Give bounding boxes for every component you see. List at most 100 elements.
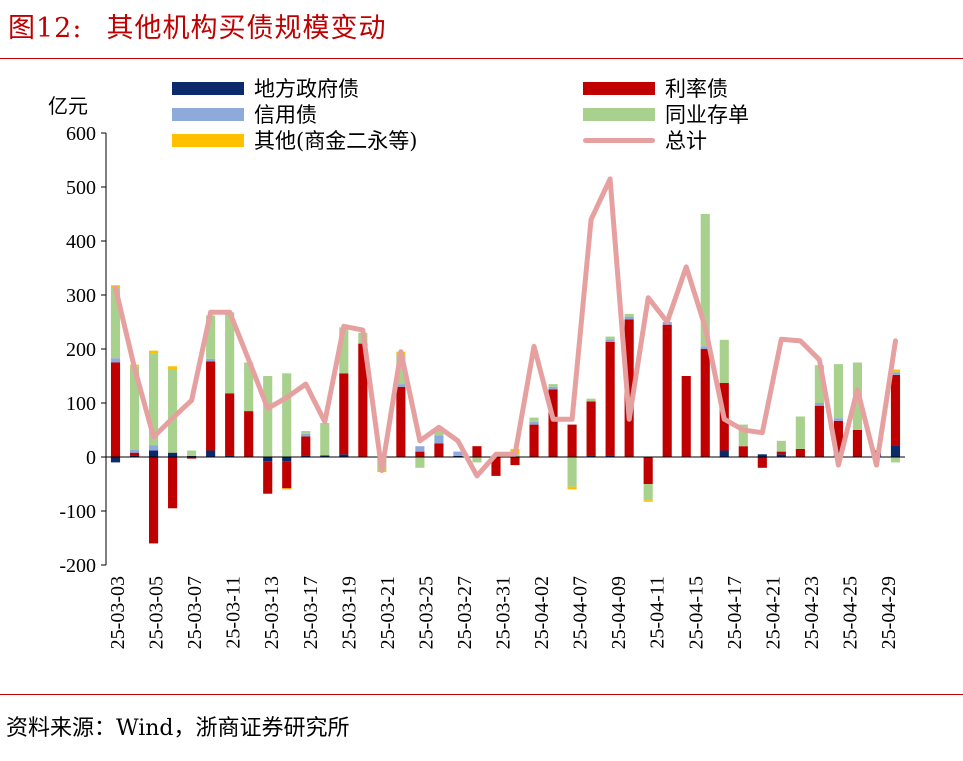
bar-local_gov (890, 445, 901, 457)
bar-rate_bond (282, 461, 292, 489)
bar-credit_bond (548, 386, 558, 390)
bar-rate_bond (586, 401, 596, 456)
y-tick-label: 100 (66, 393, 96, 415)
bar-credit_bond (148, 445, 159, 451)
bar-credit_bond (301, 433, 311, 437)
bar-other (168, 366, 178, 369)
legend-swatch (172, 81, 244, 95)
bar-ncd (548, 384, 558, 387)
bar-rate_bond (605, 341, 615, 456)
bar-rate_bond (643, 457, 653, 484)
x-tick-label: 25-03-19 (338, 576, 360, 649)
title-divider (0, 58, 963, 59)
bar-ncd (225, 312, 235, 394)
x-tick-label: 25-04-07 (570, 576, 592, 649)
bar-ncd (624, 313, 634, 317)
legend-label: 同业存单 (665, 103, 749, 127)
bar-ncd (833, 364, 843, 419)
bar-rate_bond (434, 443, 444, 457)
x-tick-label: 25-04-29 (878, 576, 900, 649)
bar-local_gov (148, 450, 159, 457)
bar-ncd (187, 450, 197, 456)
bar-rate_bond (339, 373, 349, 455)
bar-ncd (719, 339, 729, 384)
bar-credit_bond (833, 418, 843, 421)
bar-ncd (529, 417, 539, 422)
bar-rate_bond (244, 411, 254, 457)
bar-credit_bond (453, 451, 463, 456)
bar-rate_bond (510, 457, 520, 466)
bar-ncd (586, 398, 596, 402)
bar-rate_bond (263, 461, 273, 494)
y-tick-label: 600 (66, 123, 96, 145)
y-tick-label: 400 (66, 231, 96, 253)
x-tick-label: 25-03-17 (300, 576, 322, 649)
bar-rate_bond (301, 436, 311, 456)
x-tick-label: 25-03-03 (107, 576, 129, 649)
bar-credit_bond (110, 358, 121, 363)
bar-ncd (206, 315, 216, 359)
bar-credit_bond (605, 339, 615, 342)
bar-rate_bond (567, 424, 577, 457)
bar-rate_bond (491, 457, 501, 476)
bar-ncd (567, 457, 577, 487)
legend-item-ncd: 同业存单 (583, 101, 749, 127)
bar-rate_bond (776, 451, 786, 455)
bar-credit_bond (700, 346, 710, 349)
bar-credit_bond (624, 316, 634, 320)
bar-rate_bond (396, 386, 406, 457)
x-tick-label: 25-04-25 (839, 576, 861, 649)
stacked-bar-line-chart: -200 -100 0 100 200 300 400 500 600 25-03-03 25-03… (59, 123, 905, 649)
source-note: 资料来源：Wind，浙商证券研究所 (6, 716, 350, 741)
bar-rate_bond (187, 457, 197, 459)
bar-local_gov (110, 457, 121, 463)
bar-local_gov (776, 454, 786, 457)
bar-local_gov (263, 457, 273, 462)
x-tick-label: 25-03-31 (493, 576, 515, 649)
bar-rate_bond (225, 393, 235, 456)
bar-local_gov (320, 455, 330, 457)
legend-item-total: 总计 (583, 127, 707, 153)
bar-other (148, 350, 159, 354)
bar-rate_bond (206, 361, 216, 451)
figure-title: 图12: 其他机构买债规模变动 (8, 6, 386, 45)
x-tick-label: 25-04-21 (762, 576, 784, 649)
bar-rate_bond (833, 420, 843, 451)
legend-item-credit_bond: 信用债 (172, 101, 317, 127)
bar-ncd (320, 422, 330, 456)
bar-local_gov (225, 455, 235, 457)
bar-local_gov (605, 455, 615, 457)
legend-swatch (583, 81, 655, 95)
bar-rate_bond (662, 324, 672, 457)
bar-credit_bond (529, 421, 539, 425)
bar-ncd (339, 327, 349, 374)
y-tick-label: -100 (59, 501, 96, 523)
bar-ncd (738, 424, 748, 447)
bar-ncd (643, 484, 653, 501)
bar-rate_bond (852, 430, 863, 457)
y-tick-label: 500 (66, 177, 96, 199)
bar-rate_bond (795, 448, 805, 457)
x-tick-label: 25-03-25 (415, 576, 437, 649)
bar-ncd (148, 353, 159, 446)
bar-other (567, 486, 577, 490)
x-tick-label: 25-04-15 (685, 576, 707, 649)
bar-rate_bond (529, 424, 539, 457)
bar-credit_bond (415, 446, 425, 452)
legend-item-rate_bond: 利率债 (583, 75, 728, 101)
x-tick-label: 25-03-27 (454, 576, 476, 649)
x-tick-label: 25-04-17 (724, 576, 746, 649)
bar-ncd (814, 365, 824, 403)
x-tick-label: 25-04-02 (531, 576, 553, 649)
legend-item-other: 其他(商金二永等) (172, 127, 417, 153)
bar-local_gov (757, 454, 767, 457)
bar-ncd (795, 416, 805, 449)
y-tick-label: -200 (59, 555, 96, 577)
bar-local_gov (301, 455, 311, 457)
bar-rate_bond (168, 457, 178, 509)
bar-rate_bond (129, 452, 140, 456)
bar-rate_bond (700, 349, 710, 457)
legend-label: 信用债 (254, 103, 317, 127)
bar-other (282, 488, 292, 490)
legend-label: 地方政府债 (254, 77, 359, 101)
